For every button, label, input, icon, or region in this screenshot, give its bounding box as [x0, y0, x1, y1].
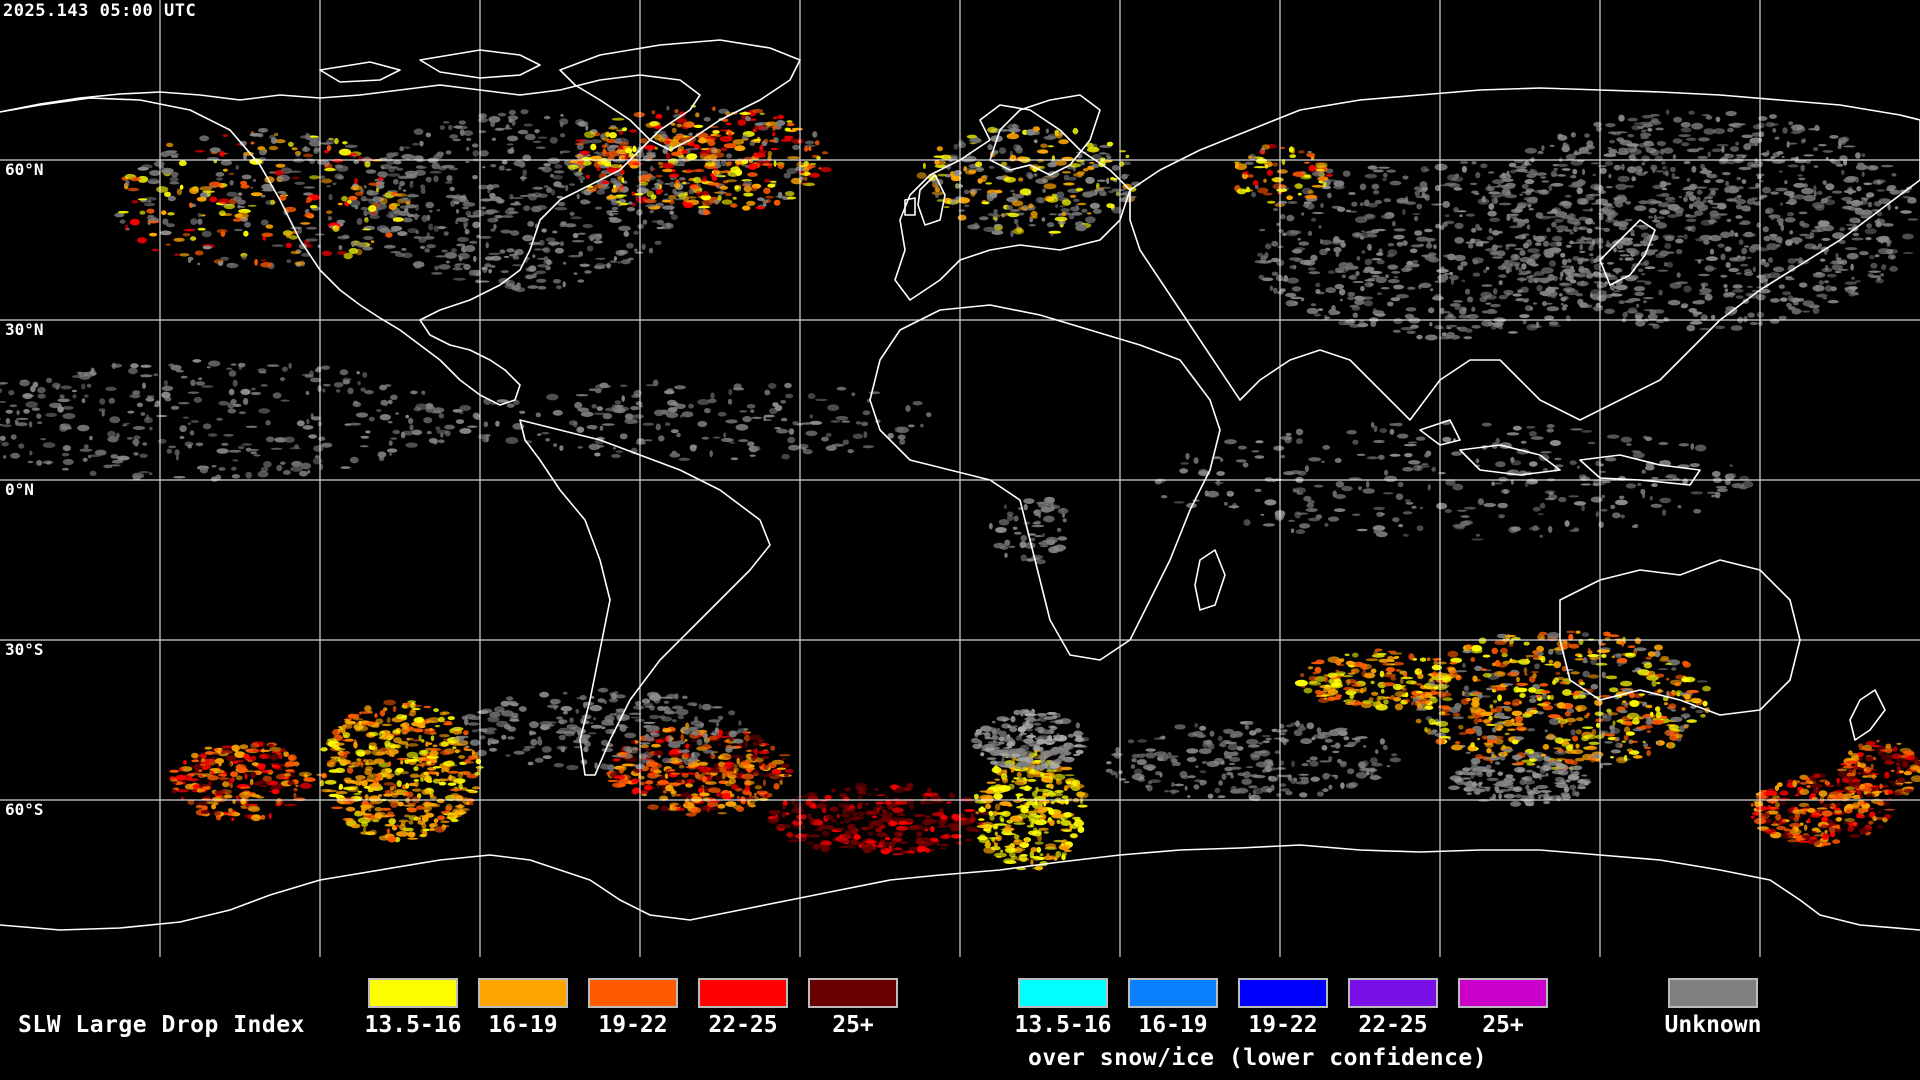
cloud-patch: [1750, 773, 1896, 848]
legend-label-snow-2: 16-19: [1138, 1012, 1208, 1038]
coastline-madagascar: [1194, 549, 1226, 611]
lat-label-30s: 30°S: [5, 640, 44, 659]
legend-swatch-liquid-3: [588, 978, 678, 1008]
cloud-patch: [1294, 648, 1462, 711]
cloud-patch: [1477, 109, 1919, 332]
coastline-arctic-islands: [319, 49, 541, 83]
legend-label-snow-5: 25+: [1482, 1012, 1524, 1038]
coastline-asia: [1129, 87, 1920, 421]
legend-label-snow-1: 13.5-16: [1014, 1012, 1112, 1038]
coastline-greenland: [559, 39, 801, 151]
lat-lon-grid: [0, 0, 1920, 957]
coastline-new-zealand: [1849, 689, 1886, 741]
coastline-indonesia: [1419, 419, 1701, 486]
cloud-patch: [1105, 720, 1402, 802]
cloud-patch: [1412, 630, 1712, 771]
cloud-field-layer: [0, 104, 1920, 871]
coastline-africa: [869, 304, 1221, 661]
legend-label-liquid-4: 22-25: [708, 1012, 778, 1038]
legend-snow-caption: over snow/ice (lower confidence): [1028, 1045, 1488, 1071]
legend-swatch-snow-2: [1128, 978, 1218, 1008]
cloud-patch: [169, 740, 316, 822]
legend-swatch-liquid-1: [368, 978, 458, 1008]
coastline-europe: [894, 104, 1131, 301]
coastline-antarctica: [0, 844, 1920, 931]
legend-swatch-liquid-4: [698, 978, 788, 1008]
legend-swatch-liquid-5: [808, 978, 898, 1008]
cloud-patch: [989, 496, 1069, 565]
cloud-patch: [114, 127, 412, 270]
coastline-layer: [0, 39, 1920, 931]
timestamp-label: 2025.143 05:00 UTC: [3, 1, 197, 21]
cloud-patch: [1448, 754, 1592, 807]
legend-label-liquid-3: 19-22: [598, 1012, 668, 1038]
cloud-patch: [971, 708, 1090, 771]
cloud-patch: [316, 699, 484, 843]
legend-label-liquid-2: 16-19: [488, 1012, 558, 1038]
cloud-patch: [1233, 143, 1334, 207]
cloud-patch: [454, 687, 749, 771]
cloud-patch: [1836, 739, 1920, 802]
map-canvas: [0, 0, 1920, 957]
coastline-australia: [1559, 559, 1801, 716]
lat-label-60n: 60°N: [5, 160, 44, 179]
lat-label-60s: 60°S: [5, 800, 44, 819]
coastline-japan: [1599, 219, 1656, 286]
legend-title: SLW Large Drop Index: [18, 1012, 305, 1038]
lat-label-30n: 30°N: [5, 320, 44, 339]
cloud-patch: [973, 748, 1089, 871]
legend-label-unknown: Unknown: [1664, 1012, 1762, 1038]
lat-label-0n: 0°N: [5, 480, 34, 499]
legend-label-snow-4: 22-25: [1358, 1012, 1428, 1038]
legend-swatch-snow-5: [1458, 978, 1548, 1008]
legend-label-liquid-5: 25+: [832, 1012, 874, 1038]
cloud-patch: [452, 379, 932, 461]
coastline-north-america: [0, 74, 701, 406]
coastline-south-america: [519, 419, 771, 776]
cloud-patch: [0, 359, 455, 482]
cloud-patch: [916, 123, 1142, 238]
legend-swatch-snow-1: [1018, 978, 1108, 1008]
legend: [0, 957, 1920, 1080]
legend-label-snow-3: 19-22: [1248, 1012, 1318, 1038]
legend-swatch-snow-3: [1238, 978, 1328, 1008]
legend-swatch-liquid-2: [478, 978, 568, 1008]
legend-swatch-snow-4: [1348, 978, 1438, 1008]
slw-map: 2025.143 05:00 UTC 60°N 30°N 0°N 30°S 60…: [0, 0, 1920, 957]
legend-label-liquid-1: 13.5-16: [364, 1012, 462, 1038]
coastline-british-isles: [904, 174, 946, 226]
legend-swatch-unknown: [1668, 978, 1758, 1008]
cloud-patch: [767, 782, 992, 856]
coastline-scandinavia: [989, 94, 1101, 176]
